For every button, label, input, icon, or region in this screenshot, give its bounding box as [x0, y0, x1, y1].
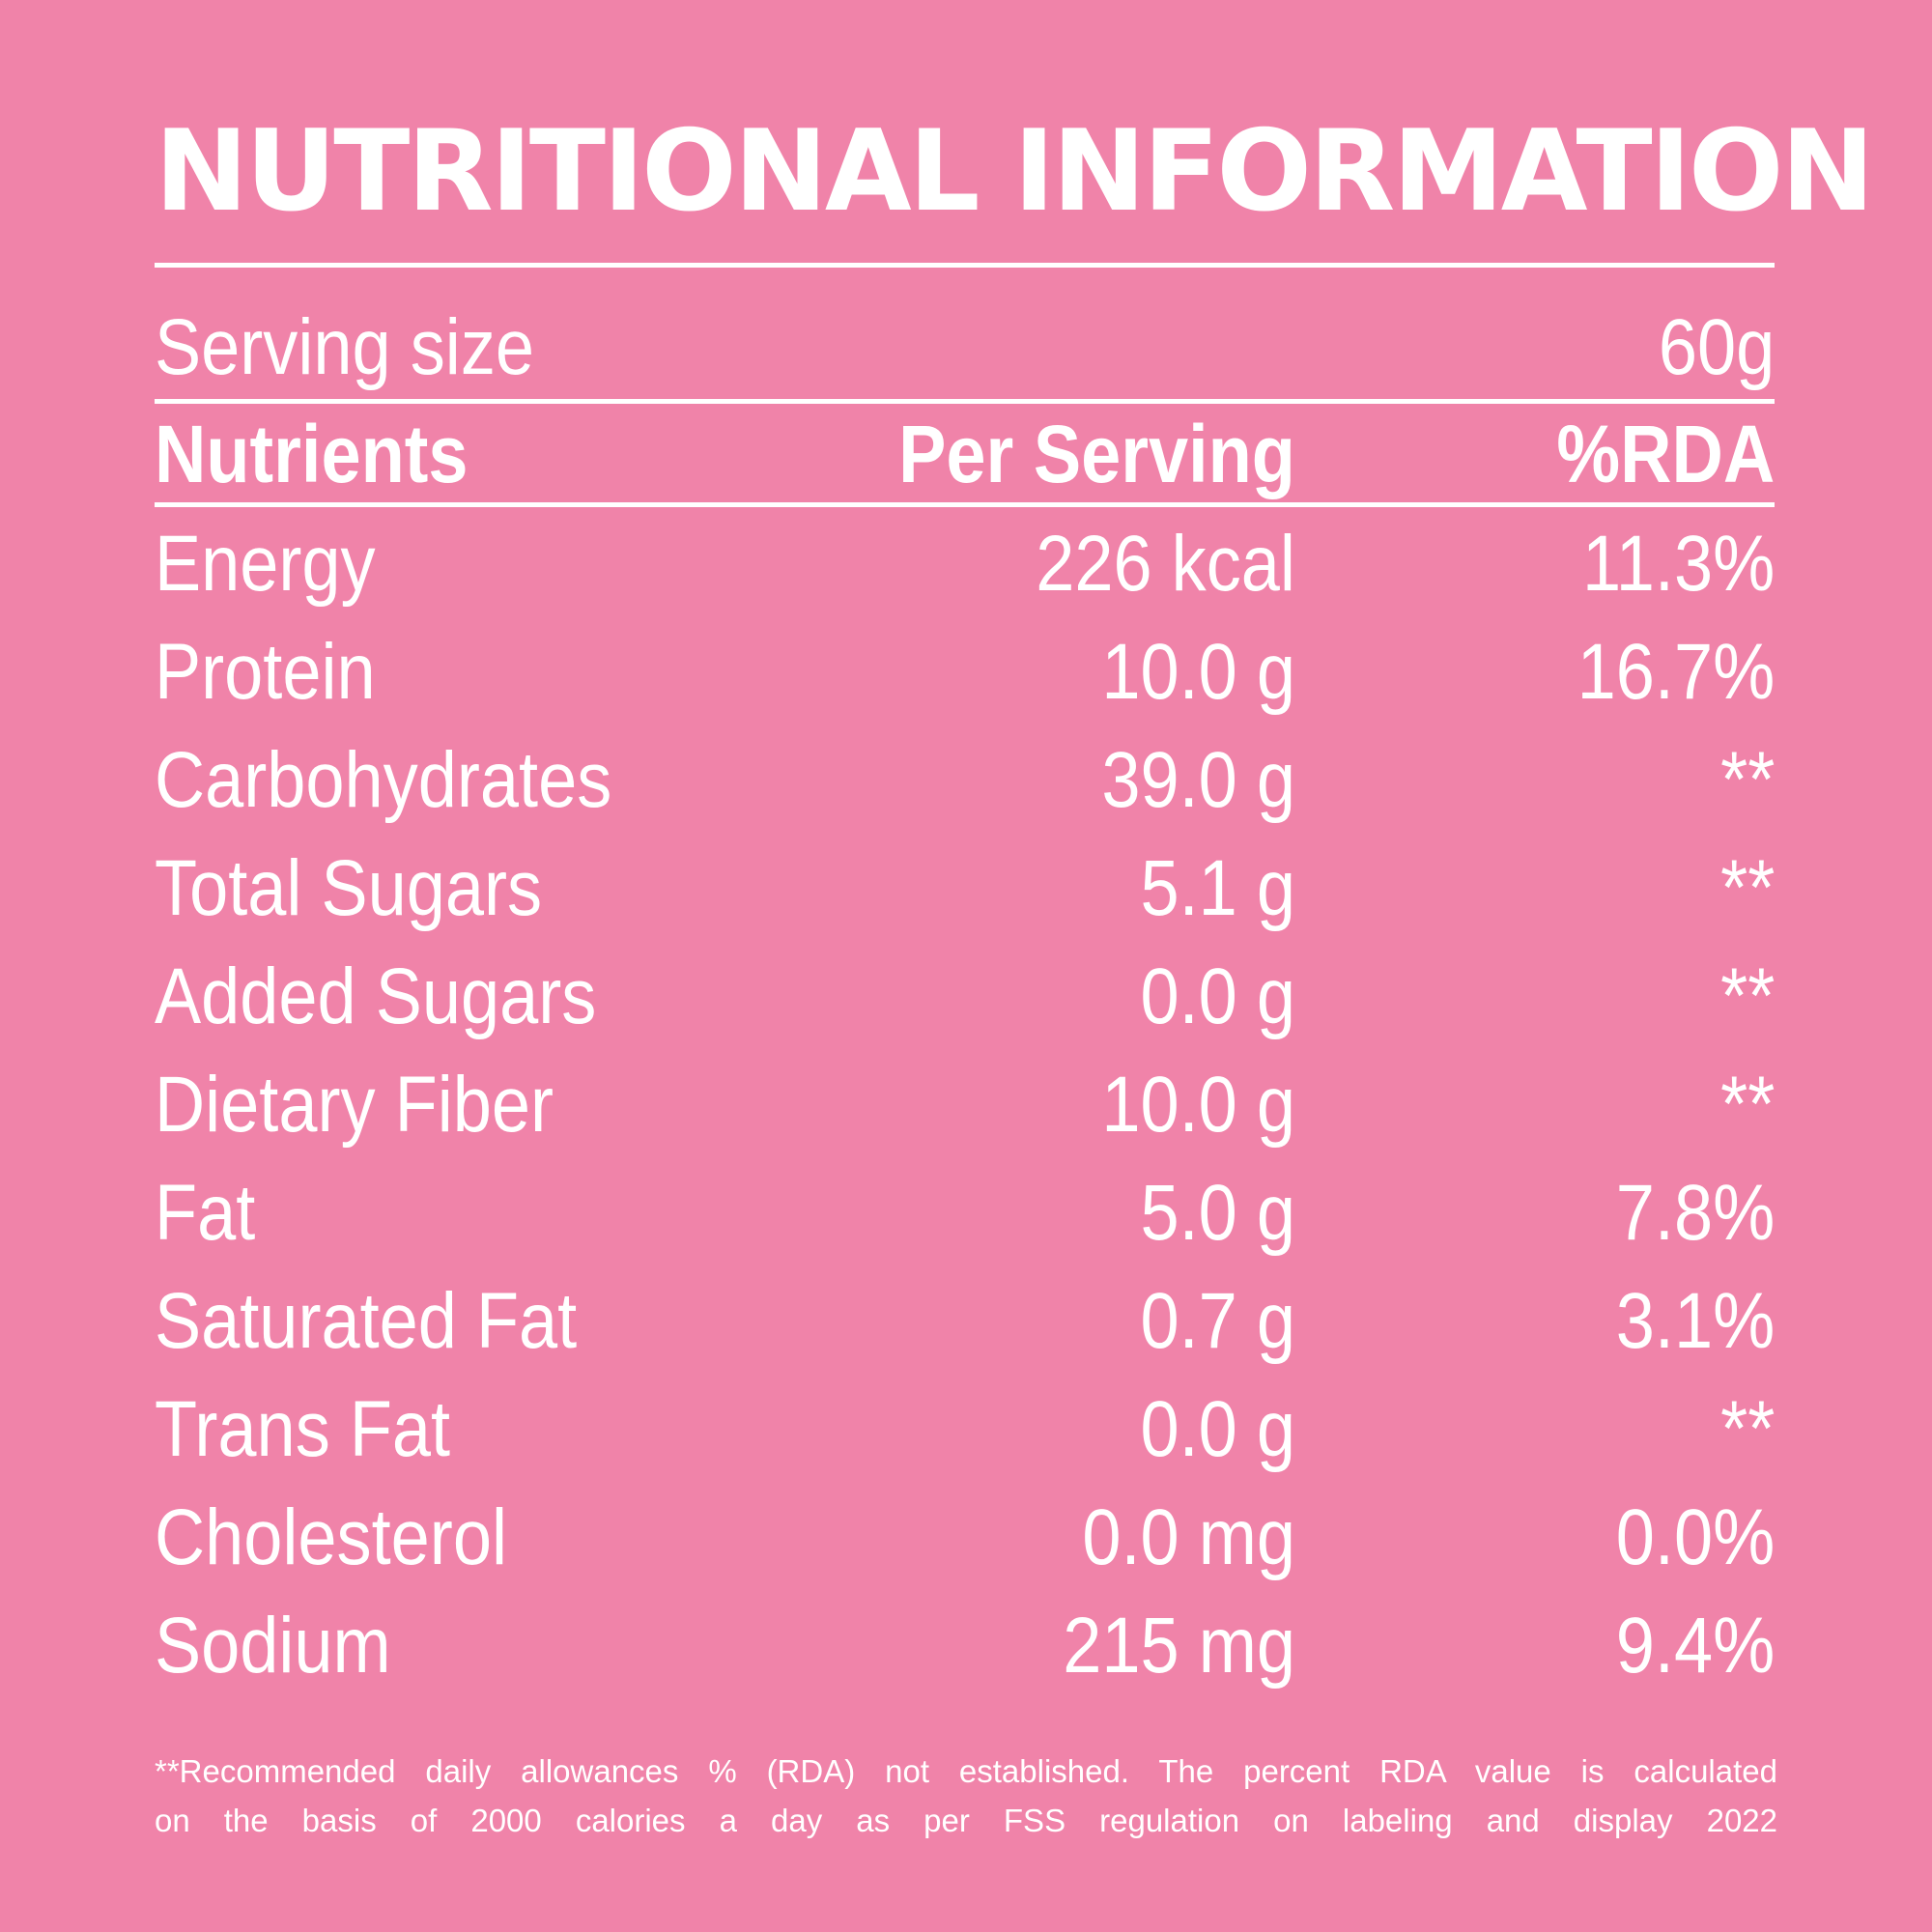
table-row: Added Sugars 0.0 g ** [155, 943, 1775, 1051]
rda-value: ** [1720, 1385, 1776, 1473]
rda-value: 3.1% [1615, 1277, 1776, 1365]
per-serving-value: 5.0 g [1140, 1169, 1295, 1257]
nutrient-name: Total Sugars [155, 844, 543, 932]
divider [155, 502, 1775, 507]
per-serving-value: 0.0 g [1140, 1385, 1295, 1473]
rda-value: 7.8% [1615, 1169, 1776, 1257]
table-row: Protein 10.0 g 16.7% [155, 618, 1775, 726]
nutrient-name: Cholesterol [155, 1493, 507, 1581]
table-row: Carbohydrates 39.0 g ** [155, 726, 1775, 835]
nutrient-name: Sodium [155, 1602, 391, 1690]
nutrient-name: Energy [155, 520, 376, 608]
table-row: Saturated Fat 0.7 g 3.1% [155, 1267, 1775, 1376]
per-serving-value: 0.0 g [1140, 952, 1295, 1040]
per-serving-value: 0.7 g [1140, 1277, 1295, 1365]
column-header-rda: %RDA [1556, 409, 1776, 499]
serving-size-label: Serving size [155, 303, 535, 391]
per-serving-value: 10.0 g [1101, 628, 1295, 716]
rda-value: ** [1720, 1061, 1776, 1149]
rda-value: ** [1720, 736, 1776, 824]
nutrient-name: Dietary Fiber [155, 1061, 554, 1149]
rda-value: 0.0% [1615, 1493, 1776, 1581]
nutrient-name: Fat [155, 1169, 256, 1257]
table-row: Sodium 215 mg 9.4% [155, 1592, 1775, 1700]
table-row: Trans Fat 0.0 g ** [155, 1376, 1775, 1484]
table-row: Cholesterol 0.0 mg 0.0% [155, 1484, 1775, 1592]
divider [155, 263, 1775, 268]
table-row: Energy 226 kcal 11.3% [155, 510, 1775, 618]
rda-value: 11.3% [1582, 520, 1776, 608]
rda-value: ** [1720, 844, 1776, 932]
per-serving-value: 226 kcal [1036, 520, 1295, 608]
nutrient-name: Protein [155, 628, 376, 716]
rda-value: 9.4% [1615, 1602, 1776, 1690]
nutrient-name: Added Sugars [155, 952, 597, 1040]
per-serving-value: 39.0 g [1101, 736, 1295, 824]
serving-size-row: Serving size 60g [155, 294, 1775, 402]
table-row: Fat 5.0 g 7.8% [155, 1159, 1775, 1267]
per-serving-value: 5.1 g [1140, 844, 1295, 932]
nutrition-panel: NUTRITIONAL INFORMATION Serving size 60g… [155, 0, 1875, 1932]
table-header: Nutrients Per Serving %RDA [155, 400, 1775, 508]
footnote-line: on the basis of 2000 calories a day as p… [155, 1803, 1777, 1838]
divider [155, 399, 1775, 404]
per-serving-value: 215 mg [1063, 1602, 1295, 1690]
page-title: NUTRITIONAL INFORMATION [155, 106, 1875, 237]
serving-size-value: 60g [1658, 303, 1776, 391]
column-header-per-serving: Per Serving [898, 409, 1295, 499]
nutrient-name: Saturated Fat [155, 1277, 578, 1365]
rda-footnote: **Recommended daily allowances % (RDA) n… [155, 1747, 1777, 1845]
nutrient-name: Carbohydrates [155, 736, 612, 824]
nutrient-name: Trans Fat [155, 1385, 451, 1473]
per-serving-value: 10.0 g [1101, 1061, 1295, 1149]
per-serving-value: 0.0 mg [1082, 1493, 1295, 1581]
rda-value: 16.7% [1577, 628, 1776, 716]
footnote-line: **Recommended daily allowances % (RDA) n… [155, 1753, 1777, 1789]
table-row: Total Sugars 5.1 g ** [155, 835, 1775, 943]
rda-value: ** [1720, 952, 1776, 1040]
column-header-nutrients: Nutrients [155, 409, 469, 499]
table-row: Dietary Fiber 10.0 g ** [155, 1051, 1775, 1159]
